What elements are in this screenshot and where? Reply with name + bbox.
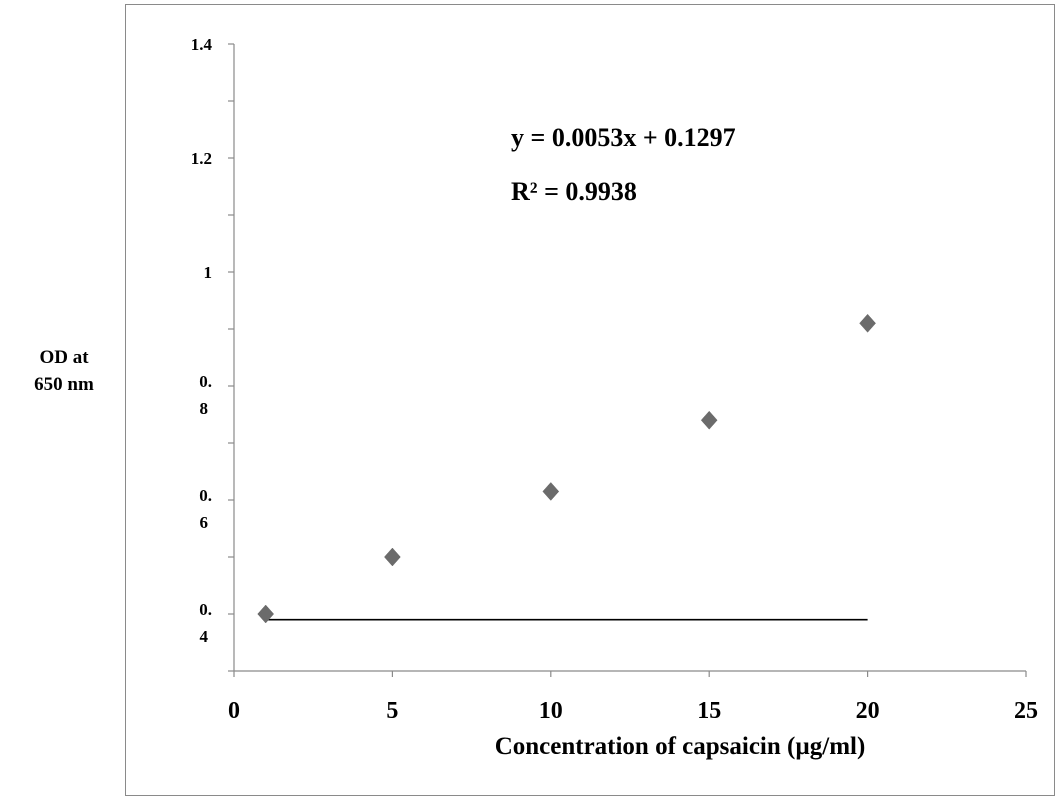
x-tick-label: 20 xyxy=(856,698,880,724)
y-tick-label: 0. xyxy=(199,486,212,505)
y-tick-label: 8 xyxy=(200,399,209,418)
x-tick-label: 25 xyxy=(1014,698,1038,724)
data-point xyxy=(859,313,876,333)
y-axis-label-line: OD at xyxy=(39,347,89,368)
y-tick-label: 1.4 xyxy=(191,35,213,54)
x-tick-label: 5 xyxy=(386,698,398,724)
y-axis-label: OD at 650 nm xyxy=(14,344,114,398)
plot-area: 0. 4 0. 6 0. 8 1 1.2 1.4 0 5 10 15 20 25 xyxy=(191,35,1038,724)
x-tick-label: 0 xyxy=(228,698,240,724)
y-tick-label: 1 xyxy=(204,263,213,282)
data-point xyxy=(257,604,275,624)
data-point xyxy=(384,547,401,567)
y-tick-label: 6 xyxy=(200,513,209,532)
trendline-equation: y = 0.0053x + 0.1297 xyxy=(511,123,736,152)
x-tick-label: 10 xyxy=(539,698,563,724)
y-tick-label: 4 xyxy=(200,627,209,646)
r-squared-label: R² = 0.9938 xyxy=(511,177,637,206)
y-tick-label: 0. xyxy=(199,372,212,391)
x-tick-label: 15 xyxy=(697,698,721,724)
data-point xyxy=(542,482,560,501)
y-tick-label: 0. xyxy=(199,600,212,619)
chart-area: 0. 4 0. 6 0. 8 1 1.2 1.4 0 5 10 15 20 25 y = 0.0053x +… xyxy=(125,4,1055,796)
data-point xyxy=(700,410,718,430)
x-axis-label: Concentration of capsaicin (µg/ml) xyxy=(494,733,866,760)
y-axis-label-line: 650 nm xyxy=(34,374,94,395)
y-tick-label: 1.2 xyxy=(191,149,212,168)
